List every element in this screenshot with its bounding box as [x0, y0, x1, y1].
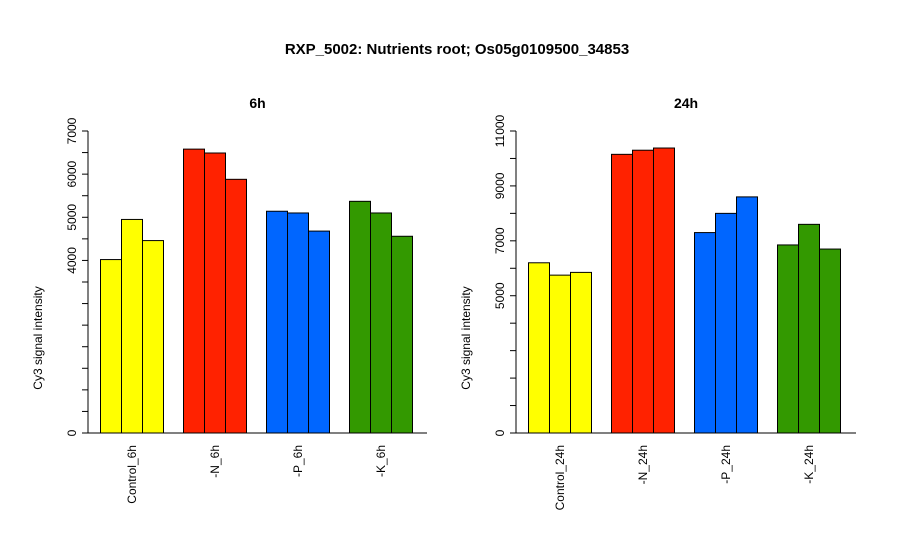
bar--P_6h-3: [308, 230, 330, 434]
y-tick-label: 0: [65, 429, 79, 436]
bar--P_6h-1: [266, 210, 288, 434]
x-tick-label: Control_24h: [553, 445, 567, 510]
bar--P_24h-3: [736, 196, 758, 434]
bar--N_6h-2: [204, 152, 226, 434]
bar-Control_24h-1: [528, 262, 550, 434]
bar--N_6h-3: [225, 178, 247, 434]
bar--K_6h-1: [349, 200, 371, 434]
x-tick-label: -P_24h: [719, 445, 733, 484]
y-tick-label: 4000: [65, 247, 79, 274]
y-axis-label: Cy3 signal intensity: [459, 286, 473, 389]
bar--N_24h-1: [611, 153, 633, 434]
y-tick-label: 9000: [493, 172, 507, 199]
bar--K_24h-2: [798, 223, 820, 434]
y-tick-label: 5000: [493, 282, 507, 309]
bar-Control_6h-2: [121, 218, 143, 434]
figure-title: RXP_5002: Nutrients root; Os05g0109500_3…: [285, 41, 629, 58]
y-tick-label: 7000: [493, 227, 507, 254]
bar--P_6h-2: [287, 212, 309, 434]
y-tick-label: 11000: [493, 114, 507, 147]
bar--K_24h-1: [777, 244, 799, 434]
bar-Control_24h-2: [549, 274, 571, 434]
chart-panel-0: 6h Cy3 signal intensity Control_6h -N_6h -P_…: [31, 95, 427, 504]
x-tick-label: -K_24h: [802, 445, 816, 484]
panel-title: 24h: [674, 95, 698, 111]
bar--P_24h-2: [715, 212, 737, 434]
bar-Control_6h-1: [100, 259, 122, 434]
y-tick-label: 7000: [65, 117, 79, 144]
x-tick-label: -K_6h: [374, 445, 388, 477]
y-tick-label: 0: [493, 429, 507, 436]
x-tick-label: -N_6h: [208, 445, 222, 478]
chart-panel-1: 24h Cy3 signal intensity Control_24h -N_24h…: [459, 95, 856, 510]
y-axis-label: Cy3 signal intensity: [31, 286, 45, 389]
y-tick-label: 6000: [65, 160, 79, 187]
x-tick-label: -N_24h: [636, 445, 650, 484]
bar--K_6h-3: [391, 235, 413, 434]
bar--N_24h-3: [653, 147, 675, 434]
y-tick-label: 5000: [65, 204, 79, 231]
bar--N_24h-2: [632, 149, 654, 434]
chart-panels: 6h Cy3 signal intensity Control_6h -N_6h -P_…: [31, 95, 856, 510]
panel-title: 6h: [249, 95, 265, 111]
x-tick-label: Control_6h: [125, 445, 139, 504]
bar--N_6h-1: [183, 148, 205, 434]
bar--P_24h-1: [694, 232, 716, 434]
bar-Control_24h-3: [570, 271, 592, 434]
bar--K_6h-2: [370, 212, 392, 434]
bar--K_24h-3: [819, 248, 841, 434]
x-tick-label: -P_6h: [291, 445, 305, 477]
bar-Control_6h-3: [142, 240, 164, 434]
